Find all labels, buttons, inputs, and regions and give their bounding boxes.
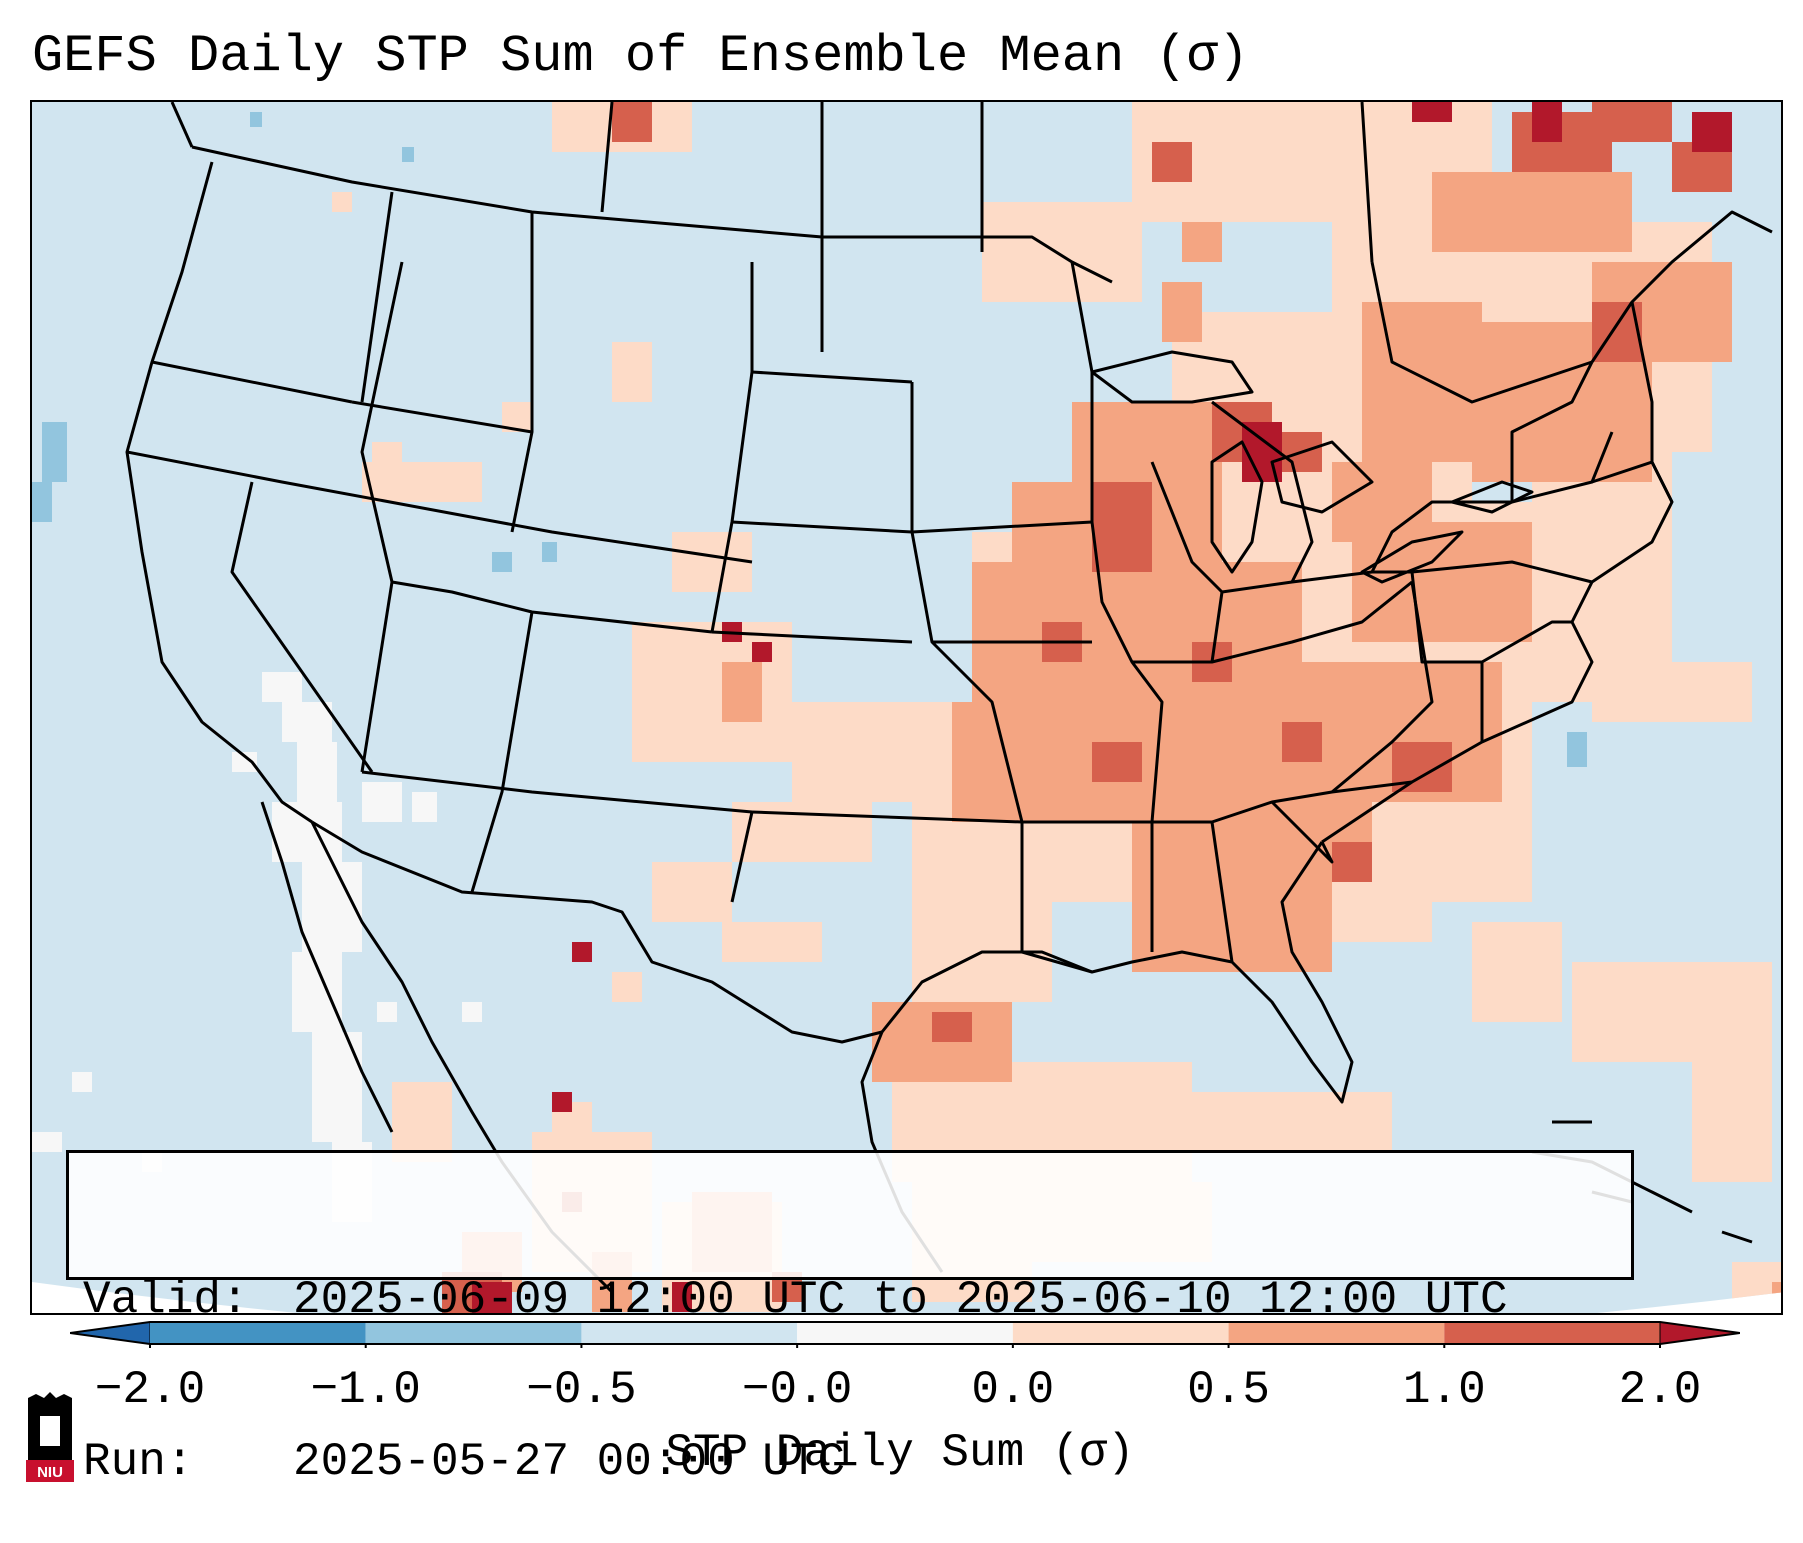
run-label: Run: <box>83 1436 194 1488</box>
state-boundaries <box>125 102 1773 1294</box>
colorbar-tick-label: −2.0 <box>94 1364 206 1416</box>
colorbar-tick-label: 1.0 <box>1402 1364 1486 1416</box>
niu-logo-text: NIU <box>37 1464 63 1481</box>
niu-logo-window <box>40 1416 60 1446</box>
valid-label: Valid: <box>83 1274 249 1326</box>
valid-row: Valid: 2025-06-09 12:00 UTC to 2025-06-10… <box>83 1273 1617 1327</box>
colorbar-tick-label: 2.0 <box>1618 1364 1702 1416</box>
valid-value: 2025-06-09 12:00 UTC to 2025-06-10 12:00… <box>293 1274 1508 1326</box>
colorbar-tick-label: 0.0 <box>971 1364 1055 1416</box>
colorbar-bin <box>797 1322 1013 1344</box>
negative-cells <box>32 112 1587 767</box>
colorbar-tick-label: −0.0 <box>741 1364 853 1416</box>
colorbar-bin <box>365 1322 582 1344</box>
colorbar-bin <box>581 1322 798 1344</box>
colorbar-bin <box>1444 1322 1660 1344</box>
anomaly-field <box>32 102 1781 1313</box>
colorbar-tick-label: −0.5 <box>526 1364 637 1416</box>
map-svg <box>32 102 1781 1313</box>
colorbar-bin <box>150 1322 366 1344</box>
colorbar-tick-label: 0.5 <box>1187 1364 1270 1416</box>
niu-logo: NIU <box>26 1392 74 1482</box>
colorbar-bin <box>1012 1322 1229 1344</box>
colorbar <box>70 1321 1740 1348</box>
colorbar-label: STP Daily Sum (σ) <box>665 1427 1135 1479</box>
colorbar-over-extension <box>1659 1321 1740 1345</box>
run-value: 2025-05-27 00:00 UTC <box>293 1436 846 1488</box>
run-row: Run: 2025-05-27 00:00 UTC <box>83 1435 1617 1489</box>
positive-strong-cells <box>442 102 1732 1313</box>
chart-title: GEFS Daily STP Sum of Ensemble Mean (σ) <box>32 27 1249 86</box>
colorbar-under-extension <box>70 1321 151 1345</box>
valid-run-info-box: Valid: 2025-06-09 12:00 UTC to 2025-06-10… <box>66 1150 1634 1488</box>
colorbar-bins <box>150 1322 1660 1344</box>
colorbar-tick-label: −1.0 <box>310 1364 421 1416</box>
niu-logo-banner <box>26 1460 74 1482</box>
map-panel <box>30 100 1783 1315</box>
colorbar-bin <box>1228 1322 1445 1344</box>
